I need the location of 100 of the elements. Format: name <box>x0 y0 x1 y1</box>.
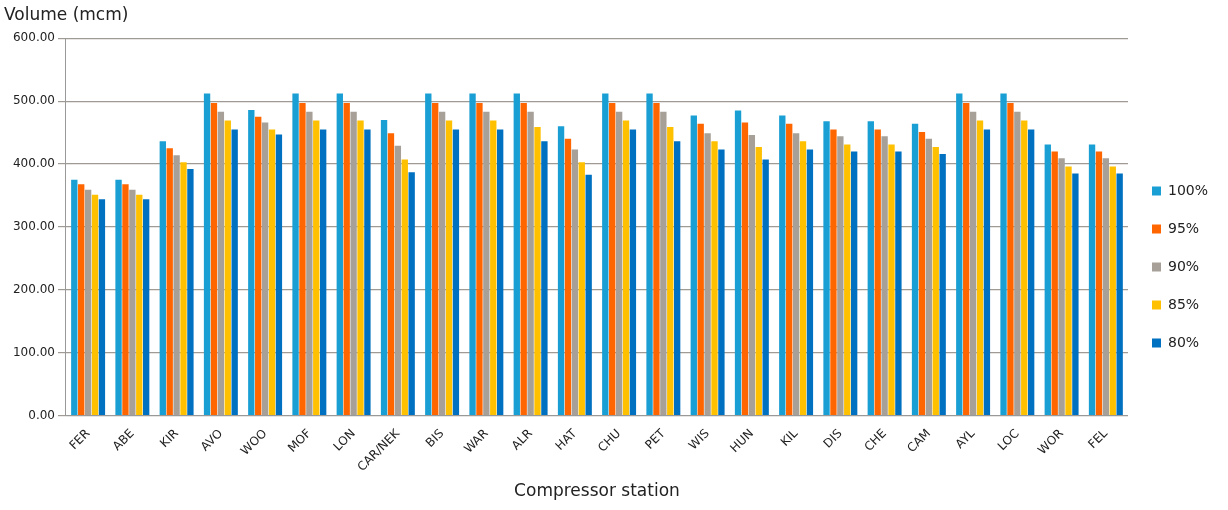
bar <box>452 129 460 416</box>
x-tick-label: WIS <box>685 426 712 453</box>
bar <box>319 129 327 416</box>
bar <box>78 184 85 416</box>
bar <box>350 111 357 416</box>
x-tick-label: KIL <box>777 425 801 449</box>
x-tick-label: AYL <box>952 425 978 452</box>
bar <box>629 129 637 416</box>
bar <box>187 169 194 416</box>
bar <box>445 120 453 416</box>
bar <box>357 120 364 416</box>
bar <box>830 129 837 416</box>
legend-label: 90% <box>1167 257 1200 274</box>
x-axis-title: Compressor station <box>514 480 680 501</box>
bar <box>667 126 674 416</box>
bar <box>1000 93 1007 416</box>
bar <box>1014 111 1021 416</box>
bar <box>911 123 919 416</box>
bar <box>1095 151 1103 416</box>
bar <box>142 199 150 416</box>
bar <box>180 162 187 416</box>
bar <box>585 174 592 416</box>
bar <box>408 172 415 416</box>
bar <box>1072 173 1079 416</box>
bar <box>401 159 408 416</box>
x-tick-label: KIR <box>157 426 181 451</box>
bar <box>520 103 527 416</box>
bar <box>91 194 99 416</box>
bar <box>122 184 129 416</box>
bar <box>425 93 432 416</box>
y-tick-label: 600.00 <box>12 30 55 45</box>
bar <box>963 103 970 416</box>
bar <box>874 129 881 416</box>
bar <box>881 136 888 416</box>
bar <box>932 147 939 416</box>
bar <box>299 103 306 416</box>
bar <box>660 111 667 416</box>
bar <box>690 115 697 416</box>
legend-label: 95% <box>1167 219 1200 236</box>
bar <box>741 122 749 416</box>
bar <box>622 120 630 416</box>
bar <box>850 151 858 416</box>
bar <box>527 111 534 416</box>
bar <box>939 153 946 416</box>
bar <box>210 103 218 416</box>
y-tick-label: 300.00 <box>12 219 55 234</box>
bar <box>564 138 572 416</box>
bar <box>786 123 793 416</box>
bar <box>255 116 262 416</box>
bar <box>534 126 541 416</box>
bar <box>673 141 681 416</box>
y-axis-title: Volume (mcm) <box>4 4 129 24</box>
bar <box>343 103 350 416</box>
bar <box>1051 151 1058 416</box>
bar <box>918 131 926 416</box>
bar <box>867 121 874 416</box>
bar <box>115 179 122 416</box>
x-tick-label: FEL <box>1085 425 1111 452</box>
bar <box>541 141 548 416</box>
bar <box>268 129 276 416</box>
legend-label: 85% <box>1167 295 1200 312</box>
bar <box>380 119 388 416</box>
bar <box>166 148 173 416</box>
legend-label: 80% <box>1167 333 1200 350</box>
bar <box>336 93 343 416</box>
bar <box>806 149 814 416</box>
bar <box>895 151 902 416</box>
bar <box>476 103 483 416</box>
bar <box>1109 166 1116 416</box>
bar <box>609 103 616 416</box>
bar <box>98 199 106 416</box>
bar <box>823 121 830 416</box>
bar <box>159 141 166 416</box>
bar <box>231 129 238 416</box>
bar <box>224 120 231 416</box>
bar <box>755 147 762 416</box>
bar <box>483 111 490 416</box>
bar <box>306 111 313 416</box>
bar <box>513 93 520 416</box>
bar <box>432 103 439 416</box>
bar <box>646 93 653 416</box>
x-tick-label: BIS <box>422 426 447 450</box>
bar <box>292 93 299 416</box>
bar <box>1007 103 1014 416</box>
bar <box>837 136 844 416</box>
x-tick-label: FER <box>66 426 93 453</box>
bar <box>1065 166 1072 416</box>
bar <box>1116 173 1123 416</box>
bar <box>313 120 320 416</box>
bar <box>697 123 704 416</box>
bar <box>71 179 78 416</box>
bar <box>653 103 660 416</box>
bar <box>1044 144 1051 416</box>
y-tick-label: 500.00 <box>12 93 55 108</box>
bar <box>1088 144 1096 416</box>
y-tick-label: 200.00 <box>12 281 55 296</box>
y-tick-label: 0.00 <box>28 407 55 422</box>
bar <box>602 93 609 416</box>
bar <box>704 133 711 416</box>
legend-label: 100% <box>1167 181 1209 198</box>
